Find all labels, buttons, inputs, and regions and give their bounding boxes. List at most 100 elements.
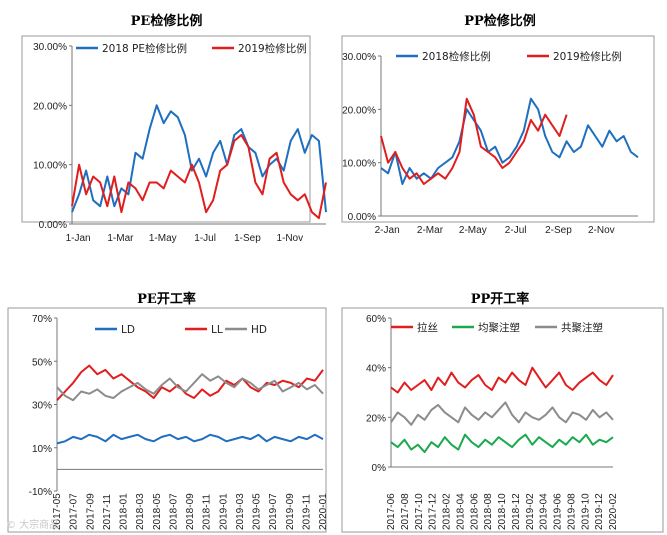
legend-label: LD — [121, 324, 135, 336]
x-tick-label: 2019-10 — [580, 493, 591, 530]
series-line — [56, 364, 324, 401]
x-tick-label: 2-Jan — [375, 225, 400, 236]
x-tick-label: 2019-07 — [268, 493, 279, 530]
y-tick-label: -10% — [29, 487, 52, 498]
series-line — [71, 104, 327, 213]
x-tick-label: 2018-03 — [135, 493, 146, 530]
x-tick-label: 2-Jul — [505, 225, 527, 236]
y-tick-label: 0.00% — [39, 220, 67, 231]
x-tick-label: 2017-09 — [85, 493, 96, 530]
watermark: © 大宗商品 — [6, 520, 60, 531]
x-tick-label: 2-May — [459, 225, 487, 236]
x-tick-label: 2019-06 — [553, 493, 564, 530]
y-tick-label: 0% — [372, 463, 387, 474]
chart-title: PP开工率 — [470, 292, 530, 307]
x-tick-label: 2017-11 — [102, 494, 113, 530]
y-tick-label: 0.00% — [348, 212, 376, 223]
legend-label: 共聚注塑 — [561, 321, 603, 334]
y-tick-label: 20% — [366, 413, 386, 424]
x-tick-label: 2019-01 — [218, 493, 229, 530]
x-tick-label: 2017-06 — [386, 493, 397, 530]
y-tick-label: 50% — [32, 357, 52, 368]
chart-svg: 70% 50% 30% 10% -10%2017-05 2017-07 2017-09 201… — [7, 307, 329, 533]
x-tick-label: 2018-10 — [497, 493, 508, 530]
x-tick-label: 1-Jan — [66, 233, 91, 244]
x-tick-label: 2018-05 — [152, 493, 163, 530]
series-line — [390, 366, 614, 394]
chart-title: PE检修比例 — [130, 14, 203, 29]
chart-svg: 60%40%20%0%2017-06 2017-08 2017-10 2017-12 2… — [341, 307, 664, 533]
y-tick-label: 10.00% — [342, 159, 376, 170]
x-tick-label: 1-Sep — [234, 233, 261, 244]
series-line — [390, 401, 614, 426]
y-tick-label: 70% — [32, 314, 52, 325]
x-tick-label: 2019-09 — [285, 493, 296, 530]
y-tick-label: 40% — [366, 364, 386, 375]
legend-label: HD — [251, 324, 267, 336]
x-tick-label: 2018-11 — [202, 494, 213, 530]
chart-panel-pe-run: PE开工率 70% 50% 30% 10% -10% 2017-05 2017-07 2017… — [0, 270, 333, 535]
x-tick-label: 2017-10 — [414, 493, 425, 530]
chart-title: PE开工率 — [137, 292, 196, 307]
x-tick-label: 2018-01 — [119, 493, 130, 530]
x-tick-label: 2018-09 — [185, 493, 196, 530]
series-line — [56, 433, 324, 445]
x-tick-label: 1-May — [149, 233, 177, 244]
chart-frame — [7, 307, 327, 533]
x-tick-label: 2018-06 — [469, 493, 480, 530]
x-tick-label: 2017-07 — [69, 493, 80, 530]
series-line — [380, 97, 639, 185]
x-tick-label: 2020-01 — [318, 493, 329, 530]
y-tick-label: 30% — [32, 401, 52, 412]
y-tick-label: 60% — [366, 314, 386, 325]
legend-label: 2018检修比例 — [422, 50, 491, 63]
legend-label: 2018 PE检修比例 — [102, 42, 187, 55]
series-line — [390, 433, 614, 454]
y-tick-label: 30.00% — [342, 52, 376, 63]
legend-label: 拉丝 — [417, 321, 438, 334]
x-tick-label: 1-Nov — [276, 233, 303, 244]
x-tick-label: 2017-05 — [52, 493, 63, 530]
x-tick-label: 2019-03 — [235, 493, 246, 530]
series-line — [380, 97, 568, 185]
x-tick-label: 2019-08 — [566, 493, 577, 530]
x-tick-label: 2019-12 — [594, 493, 605, 530]
x-tick-label: 2018-12 — [511, 493, 522, 530]
legend-label: 均聚注塑 — [478, 321, 520, 334]
series-line — [71, 134, 327, 220]
chart-frame — [341, 307, 664, 533]
chart-frame — [21, 35, 311, 223]
y-tick-label: 20.00% — [342, 105, 376, 116]
x-tick-label: 2-Sep — [545, 225, 572, 236]
y-tick-label: 20.00% — [33, 101, 67, 112]
chart-svg: 30.00% 20.00% 10.00% 0.00% 2-Jan 2-Mar 2-May 2-… — [341, 35, 655, 236]
x-tick-label: 2-Nov — [588, 225, 615, 236]
chart-frame — [341, 35, 655, 223]
x-tick-label: 2018-02 — [442, 493, 453, 530]
chart-title: PP检修比例 — [464, 14, 536, 29]
x-tick-label: 2020-02 — [608, 493, 619, 530]
series-line — [56, 373, 324, 402]
x-tick-label: 1-Jul — [194, 233, 216, 244]
chart-panel-pe-maint: PE检修比例 30.00% 20.00% 10.00% 0.00% 1-Jan 1-Mar… — [0, 0, 333, 265]
legend-label: 2019检修比例 — [238, 42, 307, 55]
y-tick-label: 10% — [32, 444, 52, 455]
x-tick-label: 2019-02 — [525, 493, 536, 530]
legend-label: LL — [211, 324, 223, 336]
chart-panel-pp-maint: PP检修比例 30.00% 20.00% 10.00% 0.00% 2-Jan 2-Mar… — [333, 0, 667, 265]
y-tick-label: 10.00% — [33, 161, 67, 172]
x-tick-label: 2019-04 — [539, 493, 550, 530]
x-tick-label: 2019-11 — [301, 494, 312, 530]
x-tick-label: 2019-05 — [252, 493, 263, 530]
chart-svg: 30.00% 20.00% 10.00% 0.00% 1-Jan 1-Mar 1-May 1-… — [21, 35, 327, 244]
x-tick-label: 1-Mar — [107, 233, 134, 244]
x-tick-label: 2018-04 — [455, 493, 466, 530]
y-tick-label: 30.00% — [33, 42, 67, 53]
x-tick-label: 2018-07 — [168, 493, 179, 530]
x-tick-label: 2017-08 — [400, 493, 411, 530]
x-tick-label: 2-Mar — [417, 225, 444, 236]
x-tick-label: 2018-08 — [483, 493, 494, 530]
x-tick-label: 2017-12 — [428, 493, 439, 530]
chart-panel-pp-run: PP开工率 60% 40% 20% 0% 2017-06 2017-08 2017-10 20… — [333, 270, 667, 535]
legend-label: 2019检修比例 — [553, 50, 622, 63]
